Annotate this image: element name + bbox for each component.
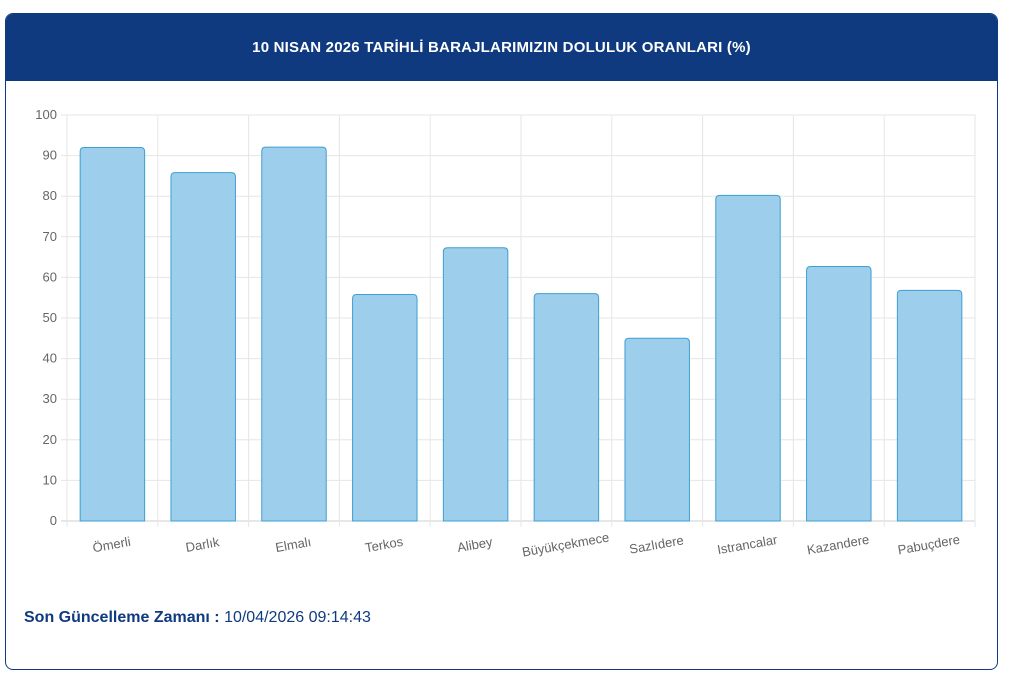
x-tick-label: Sazlıdere (628, 532, 685, 556)
bar (170, 172, 236, 522)
y-tick-label: 30 (43, 391, 57, 406)
bar (352, 293, 418, 522)
y-tick-label: 60 (43, 269, 57, 284)
last-update: Son Güncelleme Zamanı : 10/04/2026 09:14… (24, 609, 371, 627)
y-tick-label: 20 (43, 432, 57, 447)
bar (79, 146, 146, 522)
last-update-label: Son Güncelleme Zamanı : (24, 609, 220, 626)
x-tick-label: Alibey (456, 534, 494, 555)
chart-title: 10 NISAN 2026 TARİHLİ BARAJLARIMIZIN DOL… (252, 39, 751, 56)
bar (806, 265, 872, 522)
y-tick-label: 40 (43, 351, 57, 366)
y-tick-label: 50 (43, 310, 57, 325)
chart-area: 0 10 20 30 40 50 60 70 80 90 100 Ömerli Darlık Elmalı… (6, 81, 997, 561)
card-header: 10 NISAN 2026 TARİHLİ BARAJLARIMIZIN DOL… (6, 14, 997, 81)
chart-card: 10 NISAN 2026 TARİHLİ BARAJLARIMIZIN DOL… (5, 13, 998, 670)
bar-chart: 0 10 20 30 40 50 60 70 80 90 100 Ömerli Darlık Elmalı… (35, 107, 976, 560)
bar (624, 337, 690, 522)
bar (261, 146, 327, 522)
bar (896, 289, 963, 522)
bar (533, 293, 600, 522)
y-tick-label: 10 (43, 472, 57, 487)
x-tick-label: Elmalı (274, 534, 312, 555)
y-tick-label: 70 (43, 229, 57, 244)
x-tick-label: Istrancalar (716, 532, 779, 557)
y-tick-label: 0 (50, 513, 57, 528)
y-tick-label: 90 (43, 148, 57, 163)
x-tick-label: Pabuçdere (897, 532, 962, 558)
y-tick-label: 100 (35, 107, 57, 122)
bar (715, 194, 781, 522)
x-tick-label: Kazandere (806, 532, 871, 558)
x-tick-label: Ömerli (91, 534, 131, 555)
x-tick-label: Büyükçekmece (521, 530, 610, 560)
x-tick-label: Darlık (184, 534, 221, 555)
last-update-value: 10/04/2026 09:14:43 (224, 609, 371, 626)
y-tick-label: 80 (43, 188, 57, 203)
x-tick-label: Terkos (364, 534, 405, 556)
bar (442, 247, 509, 522)
